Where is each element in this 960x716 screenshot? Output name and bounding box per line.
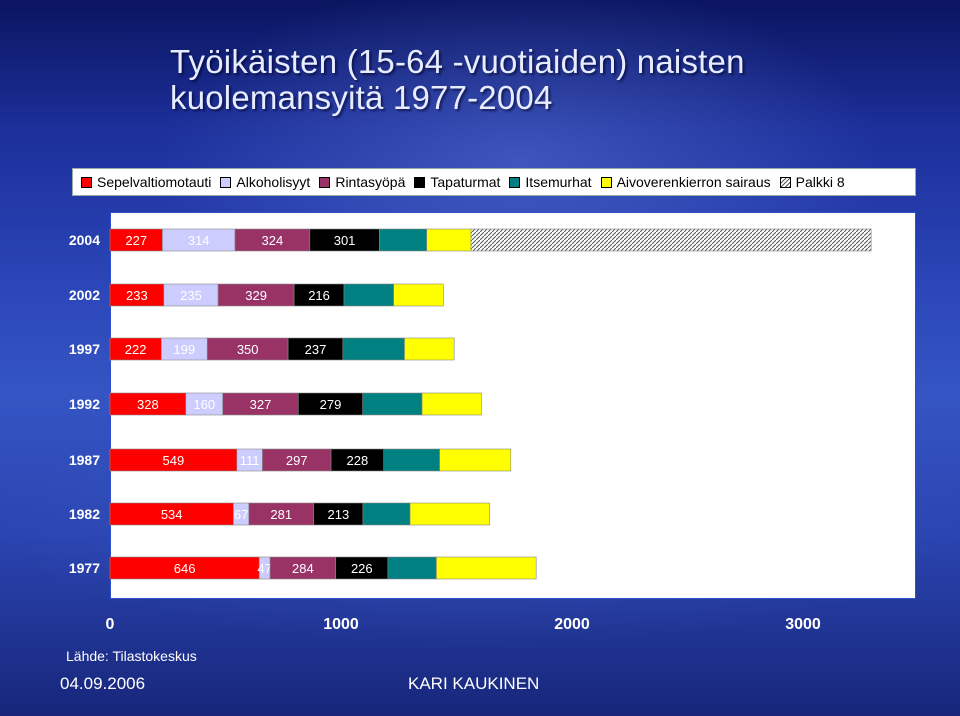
data-label: 67 (234, 507, 248, 522)
legend-label: Palkki 8 (795, 174, 845, 190)
bar-segment (436, 556, 537, 580)
legend-label: Itsemurhat (525, 174, 592, 190)
data-label: 534 (161, 507, 183, 522)
legend-label: Alkoholisyyt (236, 174, 311, 190)
chart-legend: Sepelvaltiomotauti Alkoholisyyt Rintasyöpä… (72, 168, 916, 196)
data-label: 228 (347, 453, 369, 468)
x-tick-label: 2000 (554, 616, 590, 633)
legend-label: Sepelvaltiomotauti (97, 174, 212, 190)
data-label: 329 (245, 288, 267, 303)
data-label: 227 (125, 233, 147, 248)
legend-swatch (220, 176, 232, 188)
bar-segment (379, 228, 428, 252)
data-label: 160 (193, 397, 215, 412)
y-tick-label: 1987 (69, 452, 100, 468)
data-label: 646 (174, 561, 196, 576)
data-label: 213 (327, 507, 349, 522)
y-tick-label: 1982 (69, 506, 100, 522)
legend-swatch (414, 176, 426, 188)
data-label: 297 (286, 453, 308, 468)
bar-segment (362, 502, 411, 526)
data-label: 279 (320, 397, 342, 412)
y-tick-label: 2002 (69, 287, 100, 303)
legend-item: Alkoholisyyt (220, 174, 310, 190)
bar-segment (439, 448, 512, 472)
slide-title: Työikäisten (15-64 -vuotiaiden) naisten … (170, 43, 745, 116)
legend-swatch (779, 176, 791, 188)
data-label: 350 (237, 342, 259, 357)
source-note: Lähde: Tilastokeskus (66, 648, 197, 664)
legend-label: Aivoverenkierron sairaus (616, 174, 771, 190)
bar-segment (393, 283, 444, 307)
data-label: 301 (334, 233, 356, 248)
x-tick-label: 3000 (785, 616, 821, 633)
y-tick-label: 1977 (69, 560, 100, 576)
bar-segment (342, 337, 405, 361)
data-label: 199 (173, 342, 195, 357)
data-label: 222 (125, 342, 147, 357)
legend-label: Tapaturmat (430, 174, 501, 190)
data-label: 226 (351, 561, 373, 576)
legend-swatch (600, 176, 612, 188)
bar-segment (387, 556, 437, 580)
legend-swatch (509, 176, 521, 188)
data-label: 281 (270, 507, 292, 522)
bar-segment (426, 228, 472, 252)
legend-item: Aivoverenkierron sairaus (600, 174, 771, 190)
bar-segment (383, 448, 440, 472)
data-label: 327 (250, 397, 272, 412)
bar-segment (409, 502, 491, 526)
footer-author: KARI KAUKINEN (408, 674, 540, 693)
legend-swatch (81, 176, 92, 188)
data-label: 284 (292, 561, 314, 576)
y-tick-label: 1992 (69, 396, 100, 412)
legend-label: Rintasyöpä (335, 174, 406, 190)
x-tick-label: 0 (106, 616, 115, 633)
legend-swatch (319, 176, 331, 188)
legend-item: Tapaturmat (414, 174, 500, 190)
legend-item: Itsemurhat (509, 174, 592, 190)
data-label: 216 (308, 288, 330, 303)
bar-segment (421, 392, 482, 416)
legend-item: Rintasyöpä (319, 174, 405, 190)
data-label: 47 (257, 561, 271, 576)
data-label: 111 (240, 453, 260, 468)
data-label: 328 (137, 397, 159, 412)
bar-segment (343, 283, 394, 307)
footer-date: 04.09.2006 (60, 674, 146, 693)
y-tick-label: 1997 (69, 341, 100, 357)
bar-segment (362, 392, 423, 416)
data-label: 314 (188, 233, 210, 248)
legend-item: Sepelvaltiomotauti (81, 174, 211, 190)
y-tick-label: 2004 (69, 232, 100, 248)
bar-segment (470, 228, 872, 252)
data-label: 235 (180, 288, 202, 303)
data-label: 233 (126, 288, 148, 303)
legend-item: Palkki 8 (779, 174, 845, 190)
bar-segment (404, 337, 455, 361)
data-label: 324 (262, 233, 284, 248)
x-tick-label: 1000 (323, 616, 359, 633)
data-label: 549 (163, 453, 185, 468)
data-label: 237 (305, 342, 327, 357)
